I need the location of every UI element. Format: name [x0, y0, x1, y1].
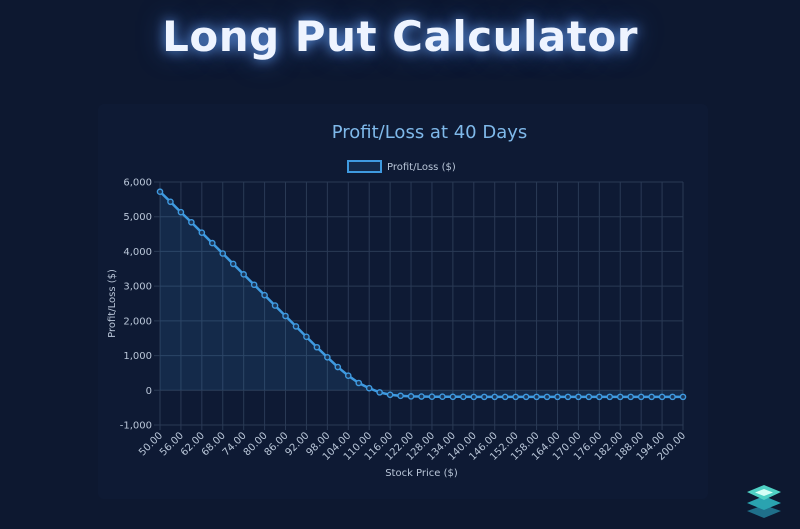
data-point [418, 393, 425, 400]
page-title: Long Put Calculator [162, 12, 638, 61]
y-tick-label: 1,000 [123, 351, 152, 362]
data-point [355, 379, 363, 387]
y-tick-label: 5,000 [123, 212, 152, 223]
data-point [491, 393, 499, 401]
data-point [250, 281, 258, 289]
data-point [282, 312, 289, 320]
data-point [229, 260, 237, 268]
y-tick-label: 2,000 [123, 316, 152, 327]
legend-swatch [347, 160, 382, 173]
data-point [679, 393, 687, 401]
data-point [303, 333, 310, 341]
legend-label: Profit/Loss ($) [387, 162, 456, 173]
y-tick-label: 3,000 [123, 282, 152, 293]
data-point [334, 363, 342, 371]
data-point [261, 291, 268, 299]
profit-loss-area [160, 191, 683, 397]
data-point [240, 271, 247, 278]
data-point [344, 372, 352, 380]
data-point [449, 393, 457, 401]
data-point [627, 393, 635, 401]
data-point [188, 218, 195, 226]
data-point [219, 250, 227, 257]
data-point [512, 393, 519, 401]
data-point [376, 389, 383, 396]
data-point [292, 323, 300, 330]
data-point [460, 393, 467, 401]
data-point [522, 393, 530, 401]
data-point [470, 393, 478, 401]
y-tick-label: 4,000 [123, 247, 152, 258]
data-point [554, 393, 561, 401]
data-point [397, 392, 404, 400]
data-point [637, 393, 645, 401]
data-point [585, 393, 593, 401]
y-tick-label: -1,000 [120, 421, 152, 432]
data-point [606, 393, 614, 401]
data-point [271, 302, 279, 309]
data-point [313, 343, 321, 351]
data-point [156, 188, 164, 196]
data-point [428, 393, 436, 401]
data-point [324, 354, 331, 361]
data-point [543, 393, 551, 401]
stacked-layers-icon [747, 485, 781, 518]
data-point [596, 393, 603, 401]
data-point [564, 393, 572, 401]
data-point [439, 393, 446, 401]
chart-panel: Profit/Loss at 40 Days Profit/Loss ($) -1,… [98, 104, 708, 499]
y-tick-label: 6,000 [123, 178, 152, 189]
data-point [365, 384, 373, 392]
y-tick-label: 0 [146, 386, 152, 397]
data-point [501, 393, 509, 401]
data-point [480, 393, 488, 401]
data-point [658, 393, 666, 401]
chart-title: Profit/Loss at 40 Days [332, 122, 528, 143]
data-point [386, 391, 394, 399]
data-point [407, 393, 415, 400]
data-point [669, 393, 676, 401]
x-axis-title: Stock Price ($) [385, 468, 458, 479]
data-point [177, 208, 185, 216]
data-point [616, 393, 624, 401]
profit-loss-chart: Profit/Loss at 40 Days Profit/Loss ($) -1,… [107, 122, 688, 479]
data-point [648, 393, 655, 401]
y-axis-title: Profit/Loss ($) [107, 269, 118, 338]
data-point [198, 229, 206, 236]
data-point [167, 198, 174, 206]
data-point [533, 393, 540, 401]
data-point [575, 393, 582, 401]
data-point [209, 239, 216, 247]
